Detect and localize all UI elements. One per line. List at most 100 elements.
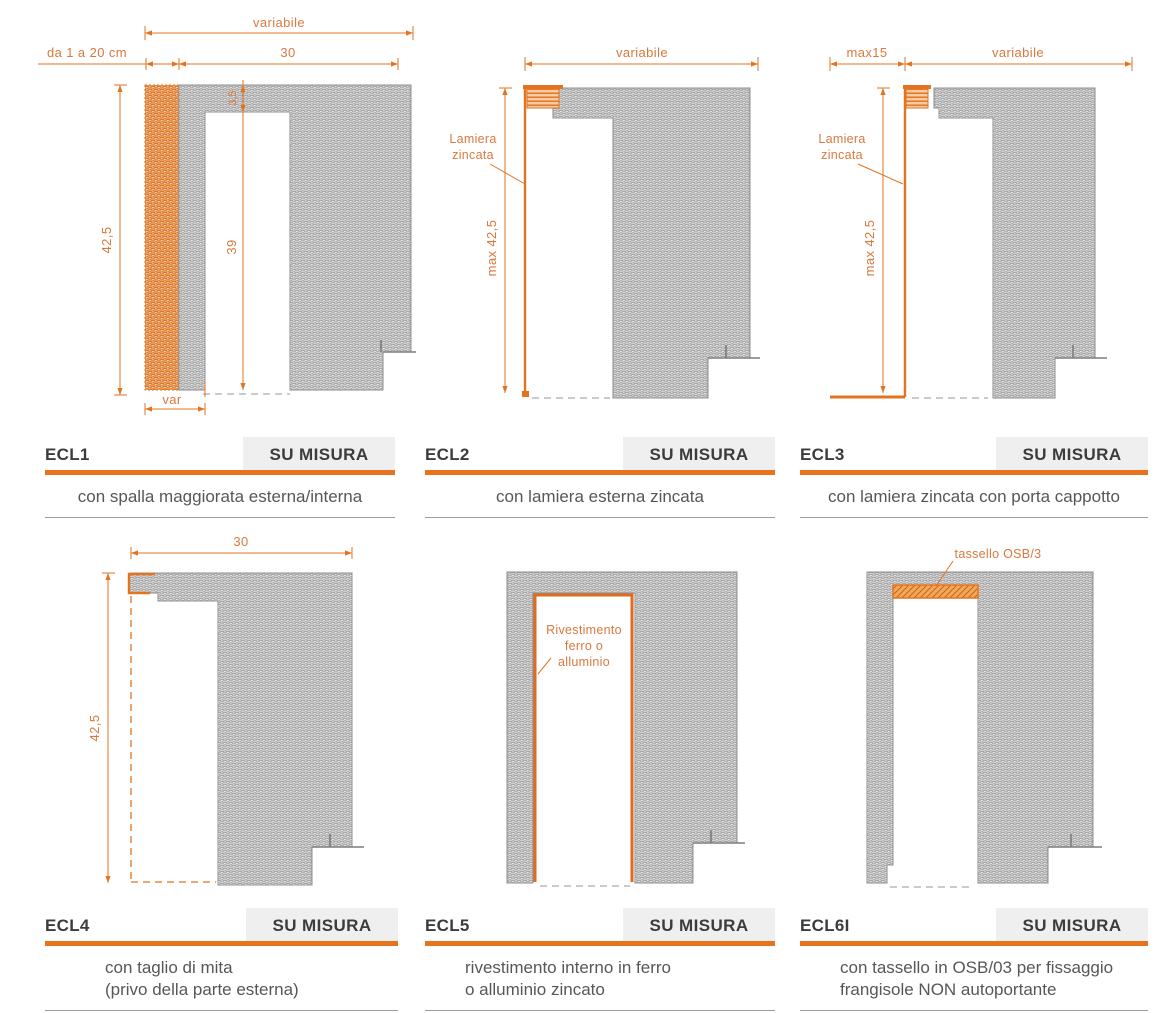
ecl1-gray-body <box>178 84 412 391</box>
dim-max15: max15 <box>846 45 887 60</box>
ecl6i-code: ECL6I <box>800 916 850 935</box>
ecl1-dimension-height: 42,5 <box>99 84 127 396</box>
ecl1-code: ECL1 <box>45 445 90 464</box>
ecl1-dimension-offset-and-width: da 1 a 20 cm 30 <box>38 45 399 70</box>
ecl3-description: con lamiera zincata con porta cappotto <box>800 475 1148 518</box>
ecl6i-step-detail <box>1048 834 1102 848</box>
ecl3-diagram: max15 variabile Lamiera zincata max 42,5 <box>818 45 1133 399</box>
ecl6i-su-misura-badge: SU MISURA <box>996 908 1148 941</box>
ecl4-dimension-width: 30 <box>130 534 353 559</box>
ecl2-code: ECL2 <box>425 445 470 464</box>
description-line: con spalla maggiorata esterna/interna <box>77 487 363 506</box>
ecl1-dimension-inner: 3,5 39 <box>224 80 246 390</box>
ecl3-step-detail <box>1055 345 1107 359</box>
ecl2-label-block: ECL2 SU MISURA con lamiera esterna zinca… <box>425 437 775 518</box>
dim-height: max 42,5 <box>862 220 877 277</box>
ecl2-gray-body <box>547 87 751 399</box>
ecl3-header: ECL3 SU MISURA <box>800 437 1148 470</box>
callout-line1: tassello OSB/3 <box>955 547 1042 561</box>
dim-variabile: variabile <box>616 45 668 60</box>
ecl6i-callout-tassello: tassello OSB/3 <box>935 547 1042 587</box>
ecl2-description: con lamiera esterna zincata <box>425 475 775 518</box>
description-line: con tassello in OSB/03 per fissaggio <box>840 958 1114 977</box>
orange-rule <box>45 941 398 946</box>
callout-line2: zincata <box>452 148 494 162</box>
ecl4-dimension-height: 42,5 <box>87 572 115 883</box>
ecl2-dimension-top-variabile: variabile <box>524 45 759 71</box>
ecl4-header: ECL4 SU MISURA <box>45 908 398 941</box>
ecl2-callout-lamiera: Lamiera zincata <box>449 132 526 185</box>
ecl1-header: ECL1 SU MISURA <box>45 437 395 470</box>
orange-rule <box>425 941 775 946</box>
ecl1-dimension-var: var <box>144 382 206 415</box>
ecl4-corner-bracket <box>127 572 155 595</box>
ecl4-label-block: ECL4 SU MISURA con taglio di mita (privo… <box>45 908 398 1011</box>
ecl4-cut-dashed-line <box>130 596 216 883</box>
ecl4-su-misura-badge: SU MISURA <box>246 908 398 941</box>
ecl5-su-misura-badge: SU MISURA <box>623 908 775 941</box>
ecl6i-osb-plug <box>892 584 979 599</box>
dim-height: max 42,5 <box>484 220 499 277</box>
ecl3-gray-body <box>933 87 1096 399</box>
orange-rule <box>800 941 1148 946</box>
description-line: rivestimento interno in ferro <box>465 958 671 977</box>
ecl3-code: ECL3 <box>800 445 845 464</box>
ecl1-dimension-top-variabile: variabile <box>144 15 414 40</box>
callout-line1: Lamiera <box>818 132 865 146</box>
callout-line2: zincata <box>821 148 863 162</box>
callout-line1: Rivestimento <box>546 623 622 637</box>
ecl5-code: ECL5 <box>425 916 470 935</box>
ecl1-orange-shoulder <box>144 84 180 391</box>
description-line: con lamiera esterna zincata <box>496 487 704 506</box>
description-line: con lamiera zincata con porta cappotto <box>827 487 1120 506</box>
ecl2-su-misura-badge: SU MISURA <box>623 437 775 470</box>
ecl2-header: ECL2 SU MISURA <box>425 437 775 470</box>
ecl5-header: ECL5 SU MISURA <box>425 908 775 941</box>
ecl5-step-detail <box>693 830 745 844</box>
ecl3-dimension-top-variabile: variabile <box>905 45 1133 71</box>
ecl3-lamiera-zincata-profile <box>830 85 931 399</box>
ecl2-step-detail <box>708 345 760 359</box>
ecl6i-description: con tassello in OSB/03 per fissaggio fra… <box>800 946 1148 1011</box>
dim-lintel: 3,5 <box>227 90 239 105</box>
ecl1-label-block: ECL1 SU MISURA con spalla maggiorata est… <box>45 437 395 518</box>
dim-variabile: variabile <box>253 15 305 30</box>
dim-height: 42,5 <box>87 715 102 742</box>
dim-variabile: variabile <box>992 45 1044 60</box>
description-line: o alluminio zincato <box>465 980 605 999</box>
ecl1-diagram: variabile da 1 a 20 cm 30 42,5 3,5 39 <box>38 15 416 415</box>
ecl2-lamiera-zincata-profile <box>522 85 563 397</box>
ecl3-su-misura-badge: SU MISURA <box>996 437 1148 470</box>
ecl4-step-detail <box>312 834 364 848</box>
description-line: con taglio di mita <box>105 958 233 977</box>
callout-line2: ferro o <box>565 639 603 653</box>
ecl3-dimension-height: max 42,5 <box>862 87 890 393</box>
ecl5-metal-lining-frame <box>533 593 634 882</box>
ecl3-callout-lamiera: Lamiera zincata <box>818 132 904 185</box>
ecl4-description: con taglio di mita (privo della parte es… <box>45 946 398 1011</box>
ecl5-diagram: Rivestimento ferro o alluminio <box>506 571 745 887</box>
ecl1-step-detail <box>380 340 416 353</box>
callout-line3: alluminio <box>558 655 610 669</box>
ecl5-callout-rivestimento: Rivestimento ferro o alluminio <box>537 623 622 675</box>
ecl6i-label-block: ECL6I SU MISURA con tassello in OSB/03 p… <box>800 908 1148 1011</box>
ecl4-gray-body <box>130 572 353 886</box>
ecl6i-header: ECL6I SU MISURA <box>800 908 1148 941</box>
dim-var: var <box>162 392 182 407</box>
ecl4-code: ECL4 <box>45 916 90 935</box>
dim-height: 42,5 <box>99 227 114 254</box>
orange-rule <box>800 470 1148 475</box>
ecl5-gray-body <box>506 571 738 884</box>
dim-offset: da 1 a 20 cm <box>47 45 127 60</box>
dim-width: 30 <box>280 45 295 60</box>
ecl2-diagram: variabile Lamiera zincata max 42,5 <box>449 45 760 399</box>
dim-opening: 39 <box>224 239 239 254</box>
ecl3-label-block: ECL3 SU MISURA con lamiera zincata con p… <box>800 437 1148 518</box>
ecl6i-gray-body <box>866 571 1094 884</box>
ecl1-su-misura-badge: SU MISURA <box>243 437 395 470</box>
ecl1-description: con spalla maggiorata esterna/interna <box>45 475 395 518</box>
dim-width: 30 <box>233 534 248 549</box>
description-line: (privo della parte esterna) <box>105 980 299 999</box>
ecl5-label-block: ECL5 SU MISURA rivestimento interno in f… <box>425 908 775 1011</box>
